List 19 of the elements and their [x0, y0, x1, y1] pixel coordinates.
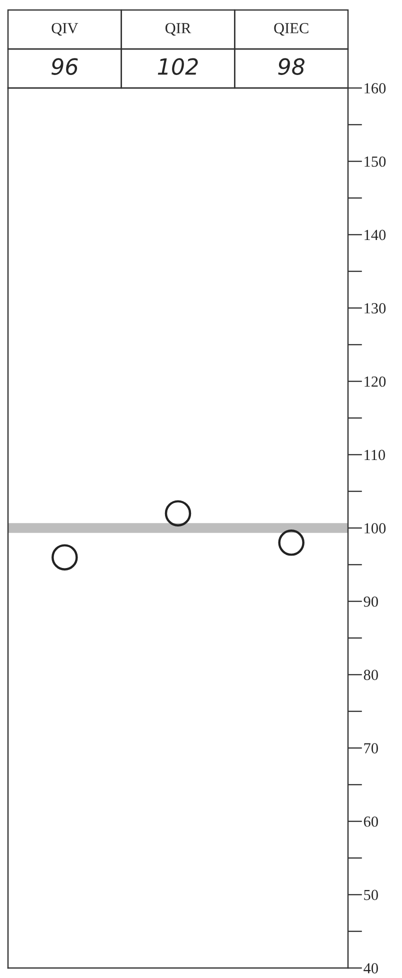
x-tick-label: QIR [165, 23, 192, 36]
x-tick-label: QIEC [274, 23, 308, 36]
y-tick-label: 130 [364, 303, 386, 314]
y-tick-label: 120 [364, 376, 386, 387]
x-tick-label: QIV [52, 23, 78, 36]
y-tick-label: 60 [364, 816, 378, 827]
y-tick-label: 160 [364, 83, 386, 94]
y-tick-label: 110 [364, 450, 386, 460]
y-tick-label: 150 [364, 156, 386, 167]
text: 96 [52, 58, 78, 75]
y-tick-label: 70 [364, 743, 378, 754]
y-tick-label: 100 [364, 523, 386, 534]
y-tick-label: 40 [364, 963, 378, 974]
y-tick-label: 140 [364, 230, 386, 240]
y-tick-label: 80 [364, 670, 378, 680]
text: 98 [278, 58, 305, 75]
y-tick-label: 90 [364, 596, 378, 607]
text: 102 [158, 58, 198, 75]
y-tick-label: 50 [364, 890, 378, 900]
